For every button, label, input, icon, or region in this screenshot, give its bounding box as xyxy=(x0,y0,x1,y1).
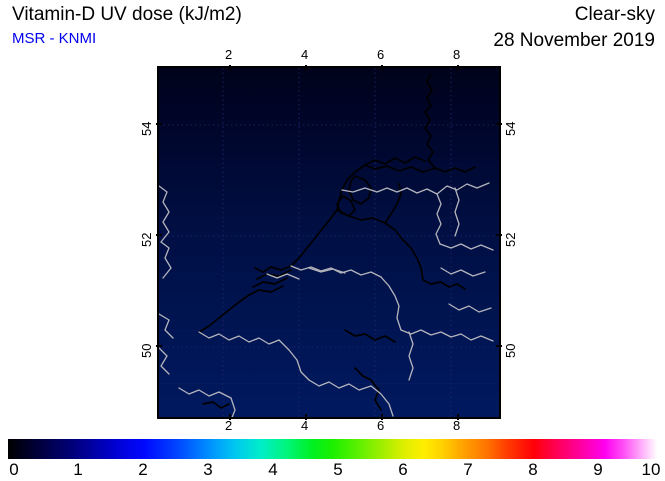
axis-label-bottom-2: 6 xyxy=(377,418,385,433)
tick-bottom-2 xyxy=(229,414,231,420)
tick-top-6 xyxy=(381,65,383,71)
axis-label-left-1: 52 xyxy=(139,232,154,247)
tick-left-50 xyxy=(156,345,162,347)
tick-right-52 xyxy=(496,234,502,236)
axis-label-top-0: 2 xyxy=(225,47,233,62)
tick-right-50 xyxy=(496,345,502,347)
date-label: 28 November 2019 xyxy=(493,30,655,51)
uv-dose-heatmap xyxy=(159,68,499,417)
axis-label-right-0: 54 xyxy=(503,121,518,136)
source-attribution: MSR - KNMI xyxy=(12,30,97,47)
axis-label-right-2: 50 xyxy=(503,343,518,358)
tick-left-52 xyxy=(156,234,162,236)
axis-label-top-1: 4 xyxy=(301,47,309,62)
axis-label-left-2: 50 xyxy=(139,343,154,358)
colorbar-legend: 0 1 2 3 4 5 6 7 8 9 10 xyxy=(8,439,660,479)
colorbar-label-5: 5 xyxy=(333,460,343,479)
tick-bottom-4 xyxy=(305,414,307,420)
condition-label: Clear-sky xyxy=(574,4,655,25)
colorbar-tick-labels: 0 1 2 3 4 5 6 7 8 9 10 xyxy=(8,459,660,481)
colorbar-label-7: 7 xyxy=(463,460,473,479)
tick-bottom-6 xyxy=(381,414,383,420)
coastlines xyxy=(198,73,476,411)
colorbar-label-9: 9 xyxy=(593,460,603,479)
colorbar-label-6: 6 xyxy=(398,460,408,479)
axis-label-bottom-1: 4 xyxy=(301,418,309,433)
tick-top-8 xyxy=(457,65,459,71)
colorbar-label-0: 0 xyxy=(9,460,19,479)
map-plot: 2 4 6 8 2 4 6 8 54 52 50 54 52 50 xyxy=(139,47,518,433)
axis-label-right-1: 52 xyxy=(503,232,518,247)
political-borders xyxy=(159,182,494,417)
map-frame xyxy=(157,66,501,419)
tick-bottom-8 xyxy=(457,414,459,420)
tick-left-54 xyxy=(156,123,162,125)
page-title: Vitamin-D UV dose (kJ/m2) xyxy=(12,4,242,25)
axis-label-top-3: 8 xyxy=(453,47,461,62)
tick-right-54 xyxy=(496,123,502,125)
axis-label-bottom-3: 8 xyxy=(453,418,461,433)
dose-field xyxy=(159,68,499,417)
dose-contour-bands xyxy=(159,164,499,384)
colorbar-label-3: 3 xyxy=(203,460,213,479)
colorbar-label-10: 10 xyxy=(641,460,661,479)
colorbar-label-4: 4 xyxy=(268,460,278,479)
colorbar-label-8: 8 xyxy=(528,460,538,479)
axis-label-left-0: 54 xyxy=(139,121,154,136)
colorbar-label-1: 1 xyxy=(73,460,83,479)
tick-top-4 xyxy=(305,65,307,71)
tick-top-2 xyxy=(229,65,231,71)
axis-label-top-2: 6 xyxy=(377,47,385,62)
colorbar-label-2: 2 xyxy=(138,460,148,479)
axis-label-bottom-0: 2 xyxy=(225,418,233,433)
colorbar-gradient xyxy=(8,439,657,459)
